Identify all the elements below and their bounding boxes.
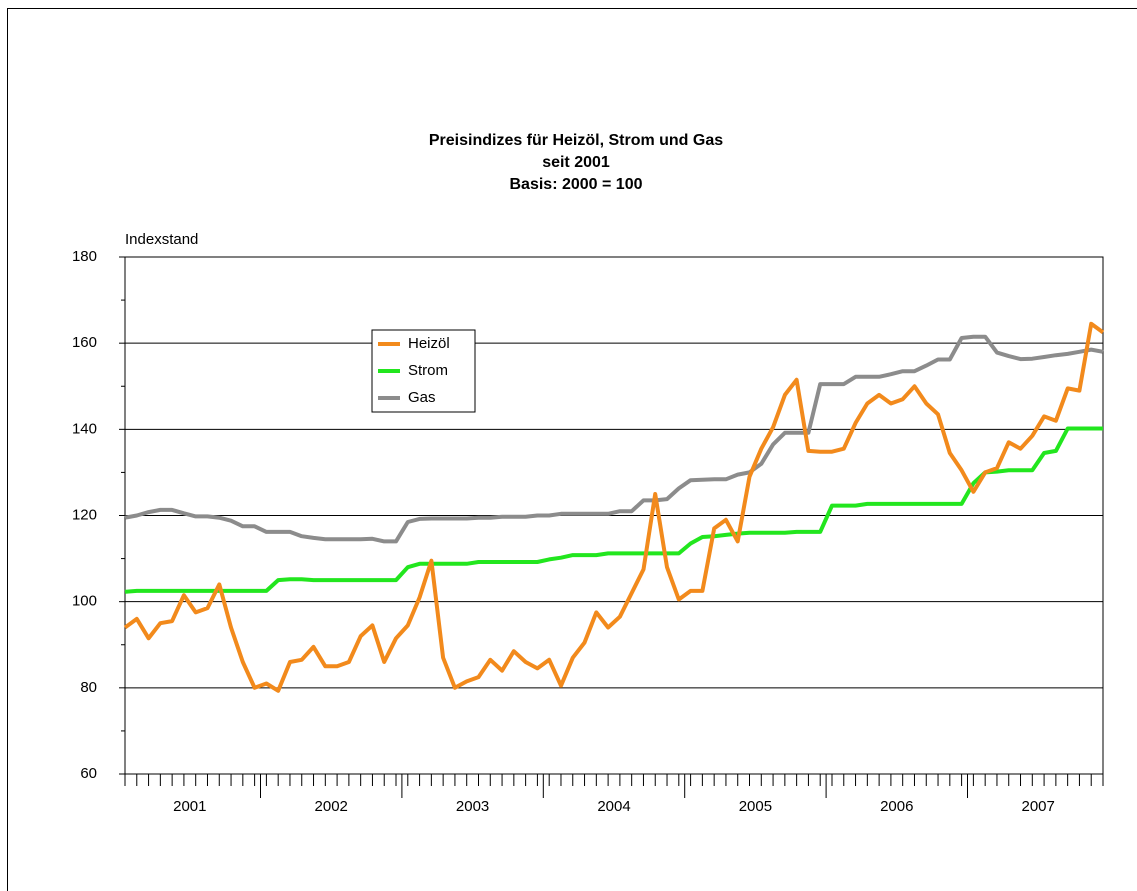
legend-label: Heizöl bbox=[408, 335, 450, 352]
chart-title: seit 2001 bbox=[542, 154, 610, 171]
x-group-label: 2003 bbox=[456, 798, 489, 815]
y-tick-label: 60 bbox=[80, 765, 97, 782]
y-tick-label: 100 bbox=[72, 593, 97, 610]
x-group-label: 2005 bbox=[739, 798, 772, 815]
x-group-label: 2002 bbox=[315, 798, 348, 815]
y-tick-label: 120 bbox=[72, 506, 97, 523]
chart-title: Basis: 2000 = 100 bbox=[510, 176, 643, 193]
legend-label: Gas bbox=[408, 389, 436, 406]
y-tick-label: 140 bbox=[72, 420, 97, 437]
legend-label: Strom bbox=[408, 362, 448, 379]
chart-title: Preisindizes für Heizöl, Strom und Gas bbox=[429, 132, 723, 149]
frame bbox=[7, 8, 1137, 891]
series-line bbox=[124, 334, 1104, 544]
series-line bbox=[124, 426, 1103, 594]
series-line bbox=[123, 321, 1105, 693]
x-group-label: 2001 bbox=[173, 798, 206, 815]
x-group-label: 2006 bbox=[880, 798, 913, 815]
x-group-label: 2007 bbox=[1022, 798, 1055, 815]
y-tick-label: 160 bbox=[72, 334, 97, 351]
plot-area bbox=[124, 256, 1104, 775]
y-tick-label: 180 bbox=[72, 248, 97, 265]
x-group-label: 2004 bbox=[597, 798, 630, 815]
y-axis-label: Indexstand bbox=[125, 231, 198, 248]
y-tick-label: 80 bbox=[80, 679, 97, 696]
